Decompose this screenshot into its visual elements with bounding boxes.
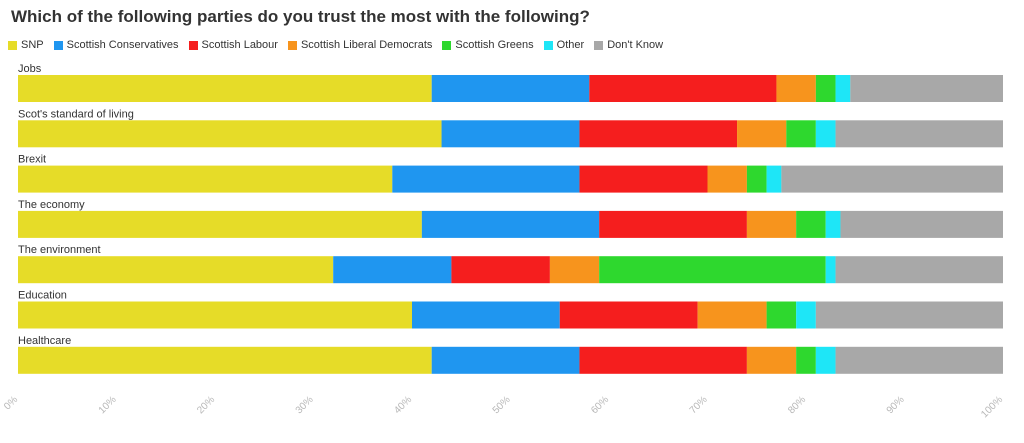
bar-segment [431,75,590,102]
bar-segment [599,256,826,284]
category-label: Brexit [18,154,46,166]
bar-segment [746,346,797,374]
legend-label: Don't Know [607,39,664,51]
bar-segment [825,256,836,284]
bar-segment [840,210,1003,238]
bar-segment [451,256,550,284]
bar-segment [18,301,412,329]
bar-segment [18,165,393,193]
bar-segment [796,301,816,329]
x-tick-label: 50% [491,394,513,416]
legend-label: Scottish Greens [455,39,534,51]
bar-segment [815,75,836,102]
legend-item: Other [543,39,585,51]
chart-legend: SNP Scottish Conservatives Scottish Labour… [8,38,673,52]
legend-swatch [53,40,63,50]
legend-item: Scottish Conservatives [53,39,179,51]
bar-segment [18,210,422,238]
x-tick-label: 100% [979,394,1005,420]
legend-swatch [287,40,297,50]
bar-segment [431,346,580,374]
x-tick-label: 30% [294,394,316,416]
bar-segment [835,346,1003,374]
bar-segment [746,165,767,193]
x-tick-label: 60% [589,394,611,416]
legend-label: Scottish Conservatives [66,39,179,51]
bar-segment [579,346,747,374]
bar-segment [815,120,836,148]
bar-segment [766,301,797,329]
bar-segment [737,120,787,148]
bar-segment [835,120,1003,148]
x-tick-label: 10% [97,394,119,416]
category-label: Education [18,290,67,302]
bar-segment [18,75,432,102]
bar-segment [746,210,797,238]
legend-swatch [188,40,198,50]
category-label: The environment [18,244,101,256]
bar-segment [697,301,767,329]
bar-segment [815,346,836,374]
x-tick-label: 70% [688,394,710,416]
bar-segment [421,210,600,238]
bar-segment [850,75,1003,102]
bar-segment [559,301,698,329]
legend-swatch [442,40,452,50]
legend-label: Scottish Labour [201,39,278,51]
category-label: The economy [18,199,85,211]
bar-segment [776,75,816,102]
bar-segment [796,346,816,374]
legend-label: SNP [21,39,44,51]
bar-segment [825,210,841,238]
legend-item: Don't Know [594,39,663,51]
x-tick-label: 0% [2,394,20,412]
bar-segment [815,301,1003,329]
legend-swatch [594,40,604,50]
bar-segment [781,165,1003,193]
bar-segment [392,165,580,193]
legend-item: SNP [8,39,44,51]
legend-swatch [8,40,17,50]
x-tick-label: 20% [195,394,217,416]
legend-item: Scottish Liberal Democrats [287,39,433,51]
bar-segment [589,75,777,102]
bar-segment [835,256,1003,284]
bar-segment [835,75,851,102]
chart-title: Which of the following parties do you tr… [11,7,590,26]
x-tick-label: 90% [885,394,907,416]
bar-segment [18,346,432,374]
bar-segment [796,210,826,238]
legend-item: Scottish Greens [442,39,534,51]
bar-segment [549,256,600,284]
bar-segment [579,120,738,148]
bar-segment [599,210,747,238]
legend-label: Other [556,39,585,51]
bar-segment [18,120,442,148]
bar-segment [766,165,782,193]
legend-label: Scottish Liberal Democrats [300,39,433,51]
category-label: Healthcare [18,335,71,347]
legend-item: Scottish Labour [188,39,278,51]
bar-segment [412,301,560,329]
x-tick-label: 40% [392,394,414,416]
category-label: Scot's standard of living [18,108,134,120]
x-tick-label: 80% [786,394,808,416]
category-label: Jobs [18,63,42,75]
bar-segment [707,165,747,193]
legend-swatch [543,40,553,50]
bar-segment [786,120,816,148]
bar-segment [579,165,708,193]
bar-segment [441,120,580,148]
bar-segment [333,256,452,284]
bar-segment [18,256,334,284]
